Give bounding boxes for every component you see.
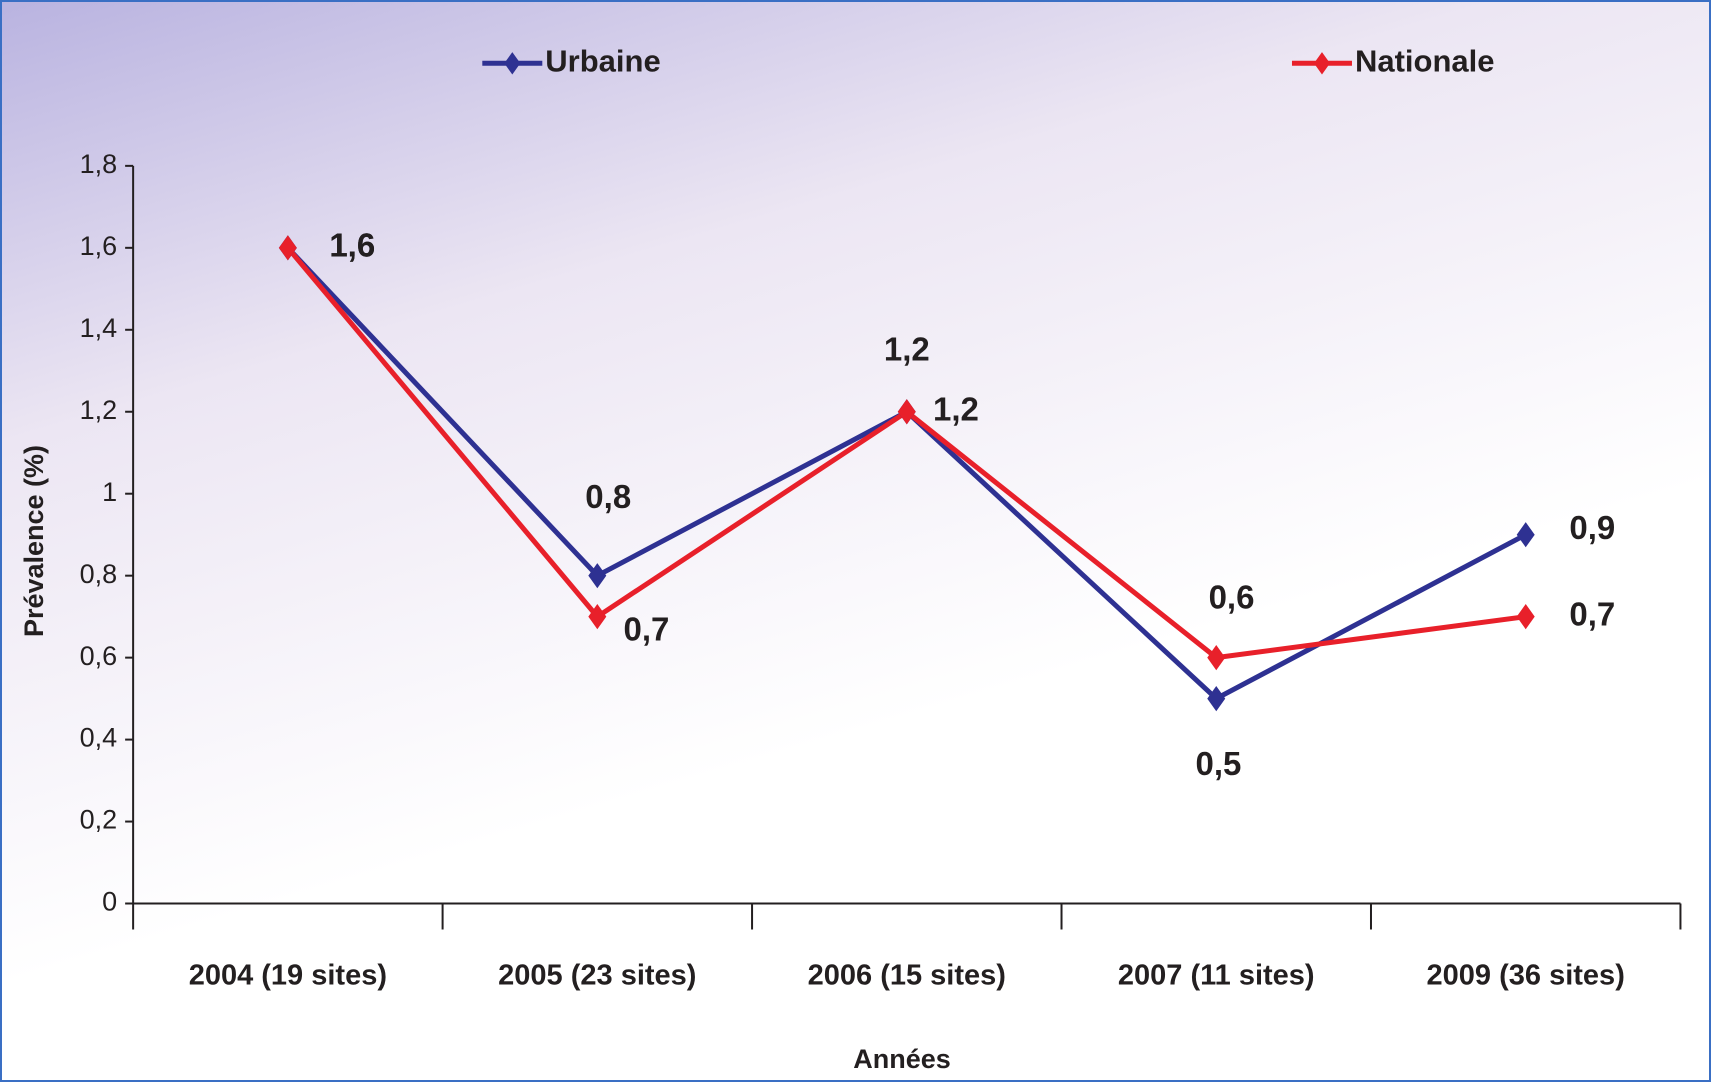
x-axis-title: Années [853,1044,951,1074]
marker [588,563,607,589]
value-label: 1,2 [884,330,930,367]
y-tick-label: 0 [102,887,117,917]
value-label: 0,7 [624,611,670,648]
x-tick-label: 2007 (11 sites) [1118,960,1315,992]
value-label: 1,2 [933,390,979,427]
x-tick-label: 2006 (15 sites) [808,960,1006,992]
value-label: 0,5 [1195,745,1241,782]
y-axis-title: Prévalence (%) [19,445,49,637]
y-tick-label: 1,8 [80,149,118,179]
y-tick-label: 0,6 [80,641,118,671]
y-tick-label: 1 [102,477,117,507]
y-tick-label: 0,8 [80,559,118,589]
marker [897,399,916,425]
marker [1207,645,1226,671]
y-tick-label: 0,4 [80,723,118,753]
marker [1516,522,1535,548]
value-label: 0,7 [1569,595,1615,632]
marker [1516,604,1535,630]
x-tick-label: 2004 (19 sites) [189,960,387,992]
legend-label: Urbaine [545,43,660,78]
legend-marker [504,52,521,75]
value-label: 0,9 [1569,509,1615,546]
x-tick-label: 2009 (36 sites) [1427,960,1625,992]
marker [278,235,297,261]
y-tick-label: 1,2 [80,395,118,425]
value-label: 0,8 [585,478,631,515]
marker [588,604,607,630]
legend-marker [1313,52,1330,75]
value-label: 1,6 [329,227,375,264]
y-tick-label: 0,2 [80,805,118,835]
legend-label: Nationale [1355,43,1495,78]
marker [1207,686,1226,712]
y-tick-label: 1,6 [80,231,118,261]
value-label: 0,6 [1209,579,1255,616]
value-label: 1,6 [329,227,375,264]
x-tick-label: 2005 (23 sites) [498,960,696,992]
y-tick-label: 1,4 [80,313,118,343]
